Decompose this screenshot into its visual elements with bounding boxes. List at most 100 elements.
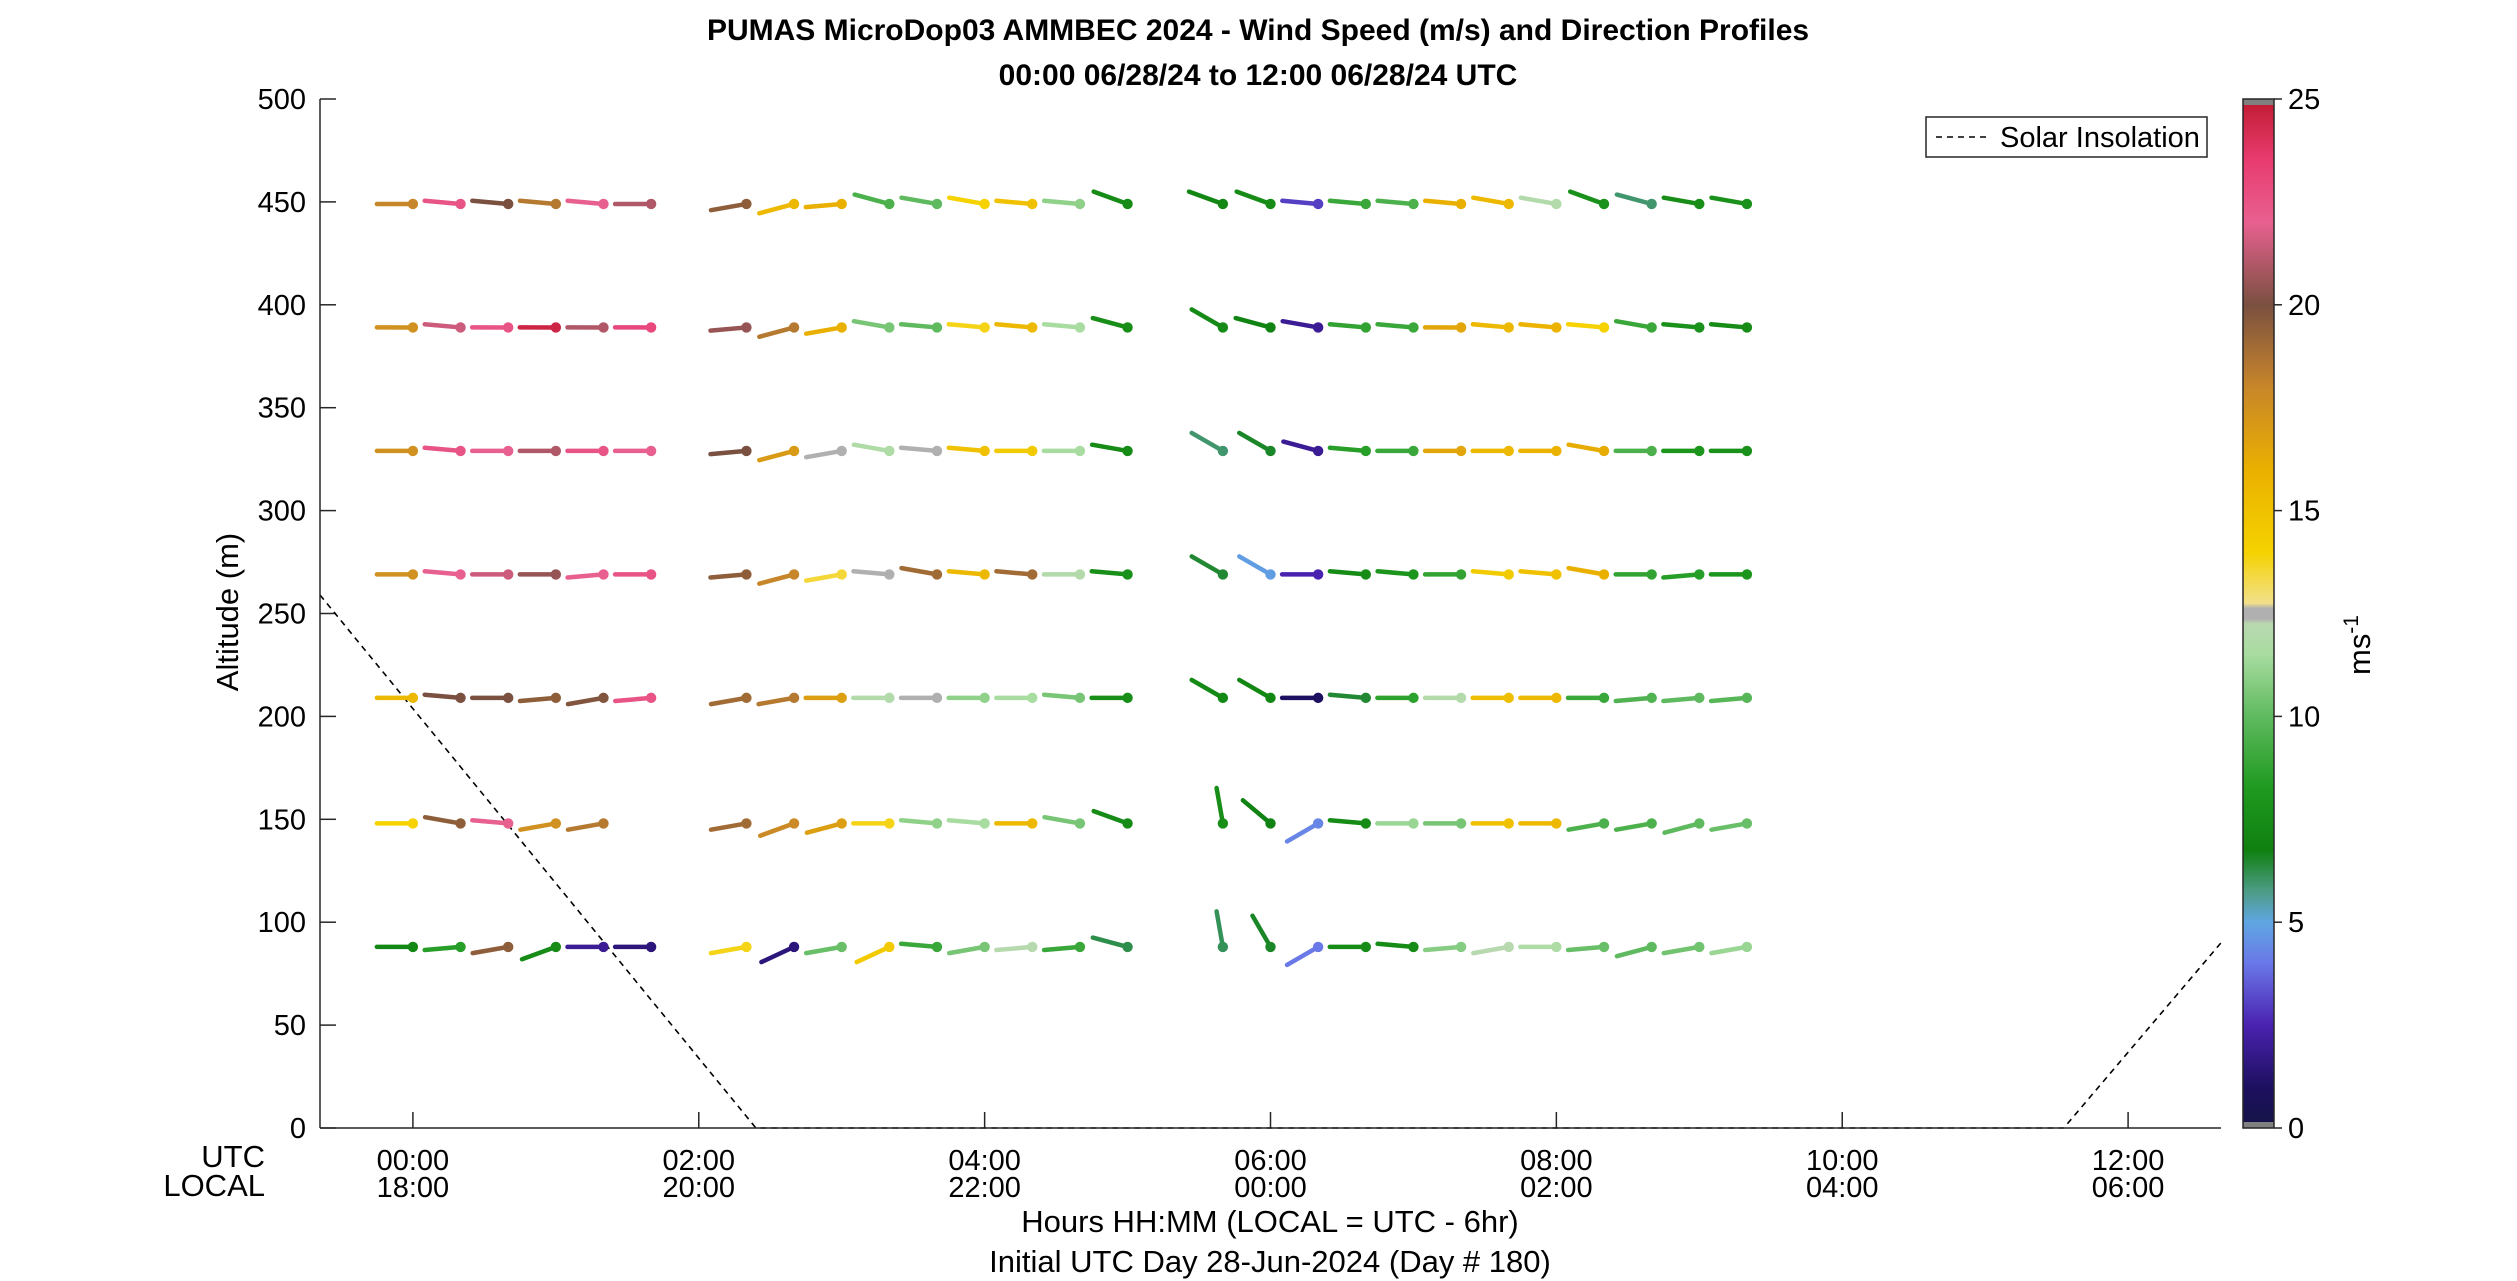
wind-vector xyxy=(422,944,463,953)
wind-vector xyxy=(517,198,559,207)
wind-vector-point xyxy=(1360,445,1371,457)
y-tick-label: 100 xyxy=(258,907,306,939)
wind-vector-point xyxy=(884,692,895,704)
wind-vector-point xyxy=(1360,322,1371,333)
wind-vector-point xyxy=(407,818,419,829)
wind-vector xyxy=(803,201,844,210)
wind-vector xyxy=(851,442,892,454)
wind-vector xyxy=(565,198,606,207)
wind-vector xyxy=(708,572,749,580)
wind-vector xyxy=(1281,439,1321,454)
wind-vector xyxy=(1089,442,1130,454)
wind-vector-point xyxy=(407,198,419,210)
wind-vector-point xyxy=(931,322,943,333)
wind-vector xyxy=(1471,195,1511,207)
wind-vector xyxy=(1471,944,1511,956)
wind-vector-point xyxy=(1503,445,1514,457)
wind-vector xyxy=(1422,198,1464,207)
wind-vector xyxy=(1186,189,1226,207)
wind-vector-point xyxy=(788,445,800,457)
wind-vector-point xyxy=(1646,941,1657,953)
colorbar-label-exponent: -1 xyxy=(2340,615,2363,634)
wind-vector-point xyxy=(788,692,800,704)
wind-vector-point xyxy=(1265,569,1276,580)
wind-vector xyxy=(1237,677,1273,701)
wind-vector xyxy=(898,941,940,950)
wind-vector xyxy=(470,944,511,956)
wind-vector-point xyxy=(1122,322,1133,333)
wind-vector-point xyxy=(884,818,895,829)
wind-vector-point xyxy=(1312,445,1324,457)
wind-vector-point xyxy=(598,692,609,704)
wind-vector xyxy=(565,695,606,707)
wind-vector xyxy=(1237,554,1273,577)
wind-vector xyxy=(708,201,749,213)
wind-vector-point xyxy=(1694,322,1705,333)
wind-vector xyxy=(757,201,797,216)
wind-vector xyxy=(1214,785,1226,826)
wind-vector-point xyxy=(1360,692,1371,704)
wind-vector-point xyxy=(1408,322,1419,333)
wind-vector-point xyxy=(1408,692,1419,704)
wind-vector-point xyxy=(645,941,657,953)
x-tick-label-local: 06:00 xyxy=(2092,1172,2165,1204)
wind-vector xyxy=(854,944,892,965)
wind-vector xyxy=(1091,189,1130,207)
wind-vector xyxy=(422,692,463,701)
wind-vector-point xyxy=(1598,445,1610,457)
wind-vector xyxy=(994,198,1035,207)
wind-vector xyxy=(1566,442,1607,454)
wind-vector xyxy=(1214,909,1226,950)
wind-vector xyxy=(1613,695,1654,704)
wind-vector xyxy=(1518,195,1559,207)
wind-vector-point xyxy=(1646,569,1657,580)
wind-vector xyxy=(1041,692,1083,701)
wind-vector-point xyxy=(1694,198,1705,210)
wind-vector xyxy=(946,322,987,330)
wind-vector-point xyxy=(407,569,419,580)
wind-vector-point xyxy=(1360,818,1371,829)
wind-vector-point xyxy=(1312,198,1324,210)
wind-vector-point xyxy=(550,198,562,210)
wind-vector xyxy=(1709,821,1750,832)
wind-vector xyxy=(1284,821,1321,844)
wind-vector xyxy=(1041,198,1083,207)
wind-vector xyxy=(1240,798,1273,826)
wind-vector-point xyxy=(1265,692,1276,704)
wind-vector xyxy=(1189,430,1226,454)
wind-vector-point xyxy=(1217,322,1229,333)
wind-vector-point xyxy=(1741,941,1753,953)
wind-vector xyxy=(899,565,940,577)
colorbar-cap-bottom xyxy=(2243,1122,2274,1128)
wind-vector-point xyxy=(1122,445,1133,457)
wind-vector-point xyxy=(979,941,990,953)
wind-vector xyxy=(1662,821,1702,835)
wind-vector-point xyxy=(550,445,562,457)
wind-vector-point xyxy=(741,941,752,953)
wind-vector-point xyxy=(1360,569,1371,580)
y-tick-label: 450 xyxy=(258,187,306,219)
wind-vector-point xyxy=(598,198,609,210)
wind-vector-point xyxy=(884,198,895,210)
wind-vector-point xyxy=(1646,818,1657,829)
wind-vector xyxy=(1708,322,1750,330)
x-tick-label-utc: 12:00 xyxy=(2092,1145,2165,1177)
wind-vector-point xyxy=(1265,941,1276,953)
y-tick-label: 0 xyxy=(290,1113,306,1145)
x-axis-ticks: 00:0018:0002:0020:0004:0022:0006:0000:00… xyxy=(377,1112,2165,1204)
x-tick-label-utc: 10:00 xyxy=(1806,1145,1879,1177)
wind-vector xyxy=(852,192,892,207)
wind-vector xyxy=(1566,821,1607,832)
wind-vector xyxy=(1470,322,1511,330)
wind-vector-point xyxy=(1741,569,1753,580)
wind-vector-point xyxy=(502,818,514,829)
x-tick-label-utc: 00:00 xyxy=(377,1145,450,1177)
wind-vector xyxy=(1042,814,1083,826)
colorbar-tick-label: 5 xyxy=(2288,907,2304,939)
wind-vector-point xyxy=(788,198,800,210)
x-tick-label-local: 20:00 xyxy=(662,1172,735,1204)
wind-vector xyxy=(1375,198,1416,207)
wind-vector xyxy=(851,318,892,330)
wind-vector xyxy=(1089,569,1130,577)
wind-vector-point xyxy=(1312,322,1324,333)
